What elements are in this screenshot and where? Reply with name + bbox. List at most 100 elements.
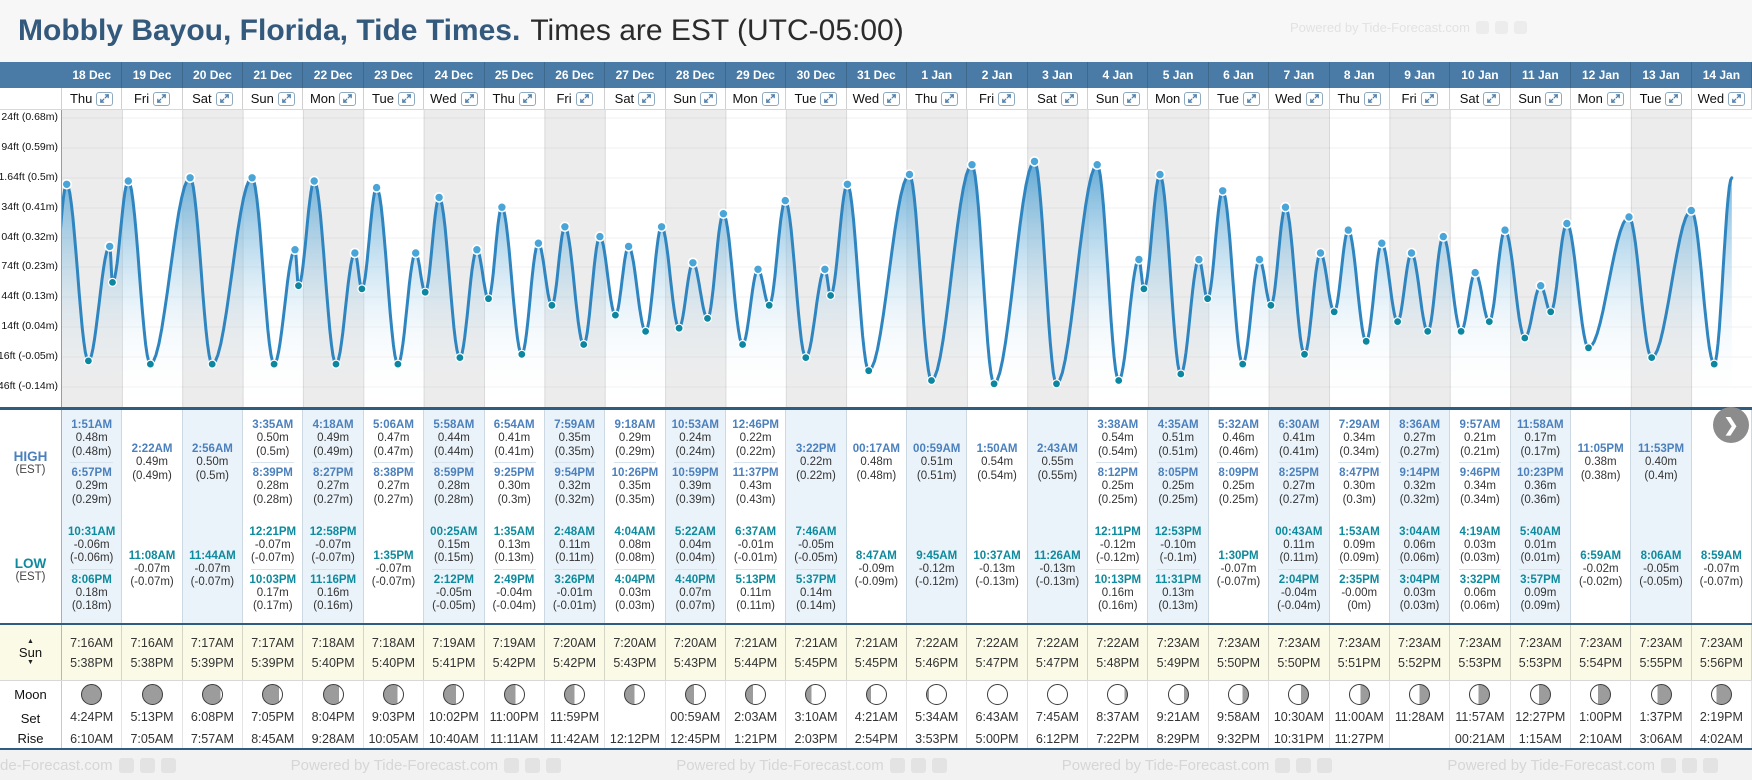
- expand-button[interactable]: [460, 91, 478, 106]
- expand-button[interactable]: [1122, 91, 1140, 106]
- tide-height: 0.38m: [1584, 456, 1617, 468]
- expand-button[interactable]: [96, 91, 114, 106]
- tide-time: 4:40PM: [675, 573, 716, 586]
- sunset-time: 5:50PM: [1277, 655, 1321, 670]
- low-tide-cell: 7:46AM -0.05m (-0.05m) 5:37PM 0.14m (0.14m): [786, 515, 847, 623]
- expand-button[interactable]: [1060, 91, 1078, 106]
- expand-button[interactable]: [339, 91, 357, 106]
- expand-button[interactable]: [1363, 91, 1381, 106]
- expand-button[interactable]: [1420, 91, 1438, 106]
- expand-button[interactable]: [700, 91, 718, 106]
- axis-tick-label: 24ft (0.68m): [1, 111, 58, 123]
- high-tide-cell: 3:38AM 0.54m (0.54m) 8:12PM 0.25m (0.25m): [1088, 410, 1149, 515]
- tide-height-paren: (0.22m): [735, 445, 776, 458]
- day-label: Fri: [1401, 91, 1417, 106]
- expand-button[interactable]: [761, 91, 779, 106]
- low-tide-marker: [331, 359, 341, 369]
- expand-button[interactable]: [1305, 91, 1323, 106]
- expand-icon: [464, 94, 474, 103]
- tide-height-paren: (-0.09m): [854, 576, 899, 588]
- tide-time: 8:47AM: [855, 549, 897, 562]
- expand-button[interactable]: [1606, 91, 1624, 106]
- expand-button[interactable]: [1728, 91, 1746, 106]
- low-tide-cell: 3:04AM 0.06m (0.06m) 3:04PM 0.03m (0.03m): [1389, 515, 1451, 623]
- tide-time: 3:04AM: [1399, 525, 1441, 538]
- expand-button[interactable]: [1665, 91, 1683, 106]
- tide-height: 0.11m: [558, 538, 591, 551]
- high-tide-marker: [966, 159, 978, 171]
- tide-height-paren: (0.11m): [555, 552, 594, 564]
- low-tide-marker: [107, 277, 118, 287]
- expand-button[interactable]: [277, 91, 295, 106]
- expand-button[interactable]: [941, 91, 959, 106]
- tide-entry: 8:47PM 0.30m (0.3m): [1339, 466, 1379, 507]
- watermark-badge-icon: [1317, 757, 1333, 773]
- tide-time: 6:37AM: [735, 525, 777, 538]
- expand-button[interactable]: [1184, 91, 1202, 106]
- expand-button[interactable]: [1242, 91, 1260, 106]
- expand-button[interactable]: [998, 91, 1016, 106]
- expand-button[interactable]: [1545, 91, 1563, 106]
- moon-phase-icon: [1228, 683, 1249, 705]
- day-cell: Sat: [1450, 88, 1511, 109]
- moonset-cell: 7:45AM: [1028, 707, 1089, 729]
- moonset-cell: 3:10AM: [786, 707, 847, 729]
- expand-button[interactable]: [820, 91, 838, 106]
- tide-height: -0.13m: [1039, 562, 1076, 575]
- low-tide-cell: 12:53PM -0.10m (-0.1m) 11:31PM 0.13m (0.13m): [1148, 515, 1209, 623]
- expand-button[interactable]: [575, 91, 593, 106]
- date-header: 28 Dec: [666, 62, 726, 88]
- moonrise-cell: 11:11AM: [485, 729, 545, 748]
- low-tide-cell: 10:37AM -0.13m (-0.13m): [967, 515, 1028, 623]
- date-header: 9 Jan: [1390, 62, 1451, 88]
- expand-button[interactable]: [153, 91, 171, 106]
- tide-entry: 5:22AM 0.04m (0.04m): [675, 525, 716, 566]
- tide-height-paren: (0.09m): [1339, 552, 1380, 564]
- moonset-cell: 11:28AM: [1390, 707, 1451, 729]
- tide-height-paren: (0.27m): [373, 493, 414, 506]
- tide-entry: 00:43AM 0.11m (0.11m): [1275, 525, 1322, 566]
- moon-phase-icon: [865, 683, 887, 705]
- high-tide-cell: 5:06AM 0.47m (0.47m) 8:38PM 0.27m (0.27m): [363, 410, 425, 515]
- moonset-cell: 9:58AM: [1209, 707, 1270, 729]
- entry-divider: [613, 568, 657, 570]
- low-tide-marker: [1266, 300, 1276, 310]
- page-header: Mobbly Bayou, Florida, Tide Times. Times …: [0, 0, 1752, 62]
- moonrise-cell: 12:45PM: [666, 729, 726, 748]
- sunset-time: 5:39PM: [190, 655, 234, 670]
- day-label: Mon: [309, 91, 336, 106]
- tide-height: 0.06m: [1403, 538, 1436, 551]
- low-row-label: LOW (EST): [0, 515, 62, 623]
- tide-height-paren: (0.03m): [1399, 600, 1440, 612]
- low-tide-cell: 6:59AM -0.02m (-0.02m): [1570, 515, 1632, 623]
- tide-height: 0.48m: [75, 432, 108, 444]
- watermark-badge-icon: [1681, 757, 1697, 773]
- entry-divider: [613, 462, 657, 463]
- next-button[interactable]: ❯: [1713, 407, 1749, 443]
- tide-height: 0.41m: [1282, 432, 1315, 444]
- expand-button[interactable]: [518, 91, 536, 106]
- expand-button[interactable]: [397, 91, 415, 106]
- expand-button[interactable]: [1483, 91, 1501, 106]
- expand-button[interactable]: [883, 91, 901, 106]
- expand-button[interactable]: [215, 91, 233, 106]
- moonrise-cell: 1:15AM: [1511, 729, 1571, 748]
- sunrise-time: 7:16AM: [70, 635, 114, 650]
- tide-height: -0.06m: [73, 538, 110, 551]
- high-tide-marker: [752, 264, 764, 275]
- day-label: Thu: [69, 91, 93, 106]
- tide-entry: 12:58PM -0.07m (-0.07m): [310, 525, 357, 566]
- high-tide-marker: [1438, 231, 1449, 242]
- high-tide-cell: 2:22AM 0.49m (0.49m): [122, 410, 183, 515]
- high-tide-cell: 8:36AM 0.27m (0.27m) 9:14PM 0.32m (0.32m): [1389, 410, 1451, 515]
- moon-phase-icon: [141, 683, 163, 705]
- tide-time: 7:59AM: [554, 419, 595, 431]
- low-tide-marker: [293, 281, 304, 291]
- axis-tick-label: 44ft (0.13m): [1, 290, 58, 302]
- tide-time: 00:25AM: [430, 525, 478, 538]
- low-tide-marker: [579, 339, 589, 350]
- tide-height-paren: (0.21m): [1460, 445, 1500, 458]
- tide-entry: 8:59PM 0.28m (0.28m): [434, 466, 474, 507]
- high-tide-cell: 7:59AM 0.35m (0.35m) 9:54PM 0.32m (0.32m): [544, 410, 606, 515]
- expand-button[interactable]: [638, 91, 656, 106]
